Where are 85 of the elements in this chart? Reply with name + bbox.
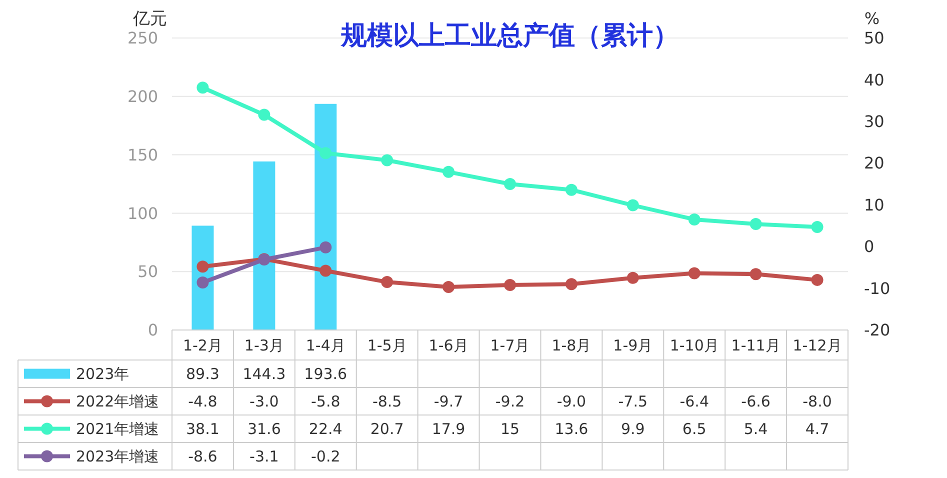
y-tick-label: 50	[138, 262, 158, 282]
y2-tick-label: 40	[864, 70, 884, 90]
y-tick-label: 200	[127, 87, 158, 106]
y2-axis-title: %	[864, 9, 880, 28]
data-label: 22.4	[308, 420, 342, 438]
point	[626, 272, 639, 284]
data-label: 4.7	[805, 420, 830, 438]
data-label: 5.4	[744, 420, 768, 438]
point	[688, 267, 700, 280]
data-label: 9.9	[620, 420, 645, 438]
x-tick-label: 1-4月	[306, 336, 346, 354]
data-label: -0.2	[310, 448, 340, 466]
x-tick-label: 1-11月	[731, 336, 780, 354]
x-tick-label: 1-10月	[670, 336, 719, 354]
data-label: -4.8	[188, 392, 218, 410]
point	[320, 264, 332, 277]
y2-tick-label: 50	[864, 28, 884, 48]
point	[811, 220, 824, 233]
x-tick-label: 1-5月	[367, 336, 407, 354]
data-label: -8.5	[372, 392, 402, 410]
point	[504, 178, 516, 190]
point	[381, 154, 394, 166]
data-label: -3.0	[250, 392, 279, 410]
y-tick-label: 100	[127, 204, 158, 223]
point	[565, 278, 578, 290]
data-label: -8.0	[802, 392, 832, 410]
data-label: 193.6	[304, 365, 348, 383]
point	[750, 218, 762, 230]
data-label: 20.7	[370, 420, 404, 438]
x-tick-label: 1-3月	[244, 336, 284, 354]
point	[381, 276, 394, 288]
point	[504, 278, 516, 291]
bar	[314, 104, 337, 330]
y-axis-title: 亿元	[132, 9, 167, 29]
legend-label: 2023年增速	[76, 448, 160, 466]
legend-label: 2021年增速	[76, 420, 160, 438]
y2-tick-label: -10	[864, 278, 890, 298]
data-label: 31.6	[247, 420, 281, 438]
data-label: -5.8	[310, 392, 340, 410]
data-label: -9.7	[434, 392, 464, 410]
point	[688, 213, 700, 226]
y-tick-label: 250	[127, 28, 158, 48]
y-tick-label: 150	[127, 145, 158, 164]
data-label: 17.9	[432, 420, 466, 438]
data-label: -6.6	[741, 392, 770, 410]
data-label: -3.1	[250, 448, 279, 466]
y2-tick-label: 30	[864, 112, 884, 132]
point	[320, 147, 332, 160]
x-tick-label: 1-12月	[792, 336, 842, 354]
data-label: -9.2	[495, 392, 525, 410]
data-label: 38.1	[186, 420, 220, 438]
point	[626, 199, 639, 212]
point	[750, 268, 762, 280]
point	[442, 281, 455, 294]
data-label: 144.3	[242, 365, 286, 383]
point	[320, 241, 332, 254]
y-tick-label: 0	[148, 320, 158, 340]
data-label: -6.4	[680, 392, 710, 410]
data-label: 13.6	[554, 420, 588, 438]
data-label: 89.3	[186, 365, 220, 383]
point	[442, 166, 455, 178]
chart-title: 规模以上工业总产值（累计）	[340, 21, 679, 51]
y2-tick-label: 0	[864, 237, 874, 256]
y2-tick-label: 10	[864, 195, 884, 214]
data-label: 15	[500, 420, 520, 438]
point	[196, 276, 209, 288]
data-label: 6.5	[682, 420, 706, 438]
point	[811, 274, 824, 286]
point	[196, 82, 209, 94]
point	[196, 260, 209, 273]
point	[565, 184, 578, 196]
bar	[253, 161, 276, 330]
x-tick-label: 1-8月	[552, 336, 592, 354]
data-label: -7.5	[618, 392, 648, 410]
point	[258, 108, 270, 121]
legend-label: 2023年	[76, 365, 130, 383]
y2-tick-label: -20	[864, 320, 890, 340]
x-tick-label: 1-9月	[613, 336, 653, 354]
data-label: -8.6	[188, 448, 218, 466]
x-tick-label: 1-6月	[428, 336, 468, 354]
legend-label: 2022年增速	[76, 392, 160, 410]
data-label: -9.0	[556, 392, 586, 410]
x-tick-label: 1-7月	[490, 336, 530, 354]
y2-tick-label: 20	[864, 154, 884, 173]
x-tick-label: 1-2月	[182, 336, 222, 354]
